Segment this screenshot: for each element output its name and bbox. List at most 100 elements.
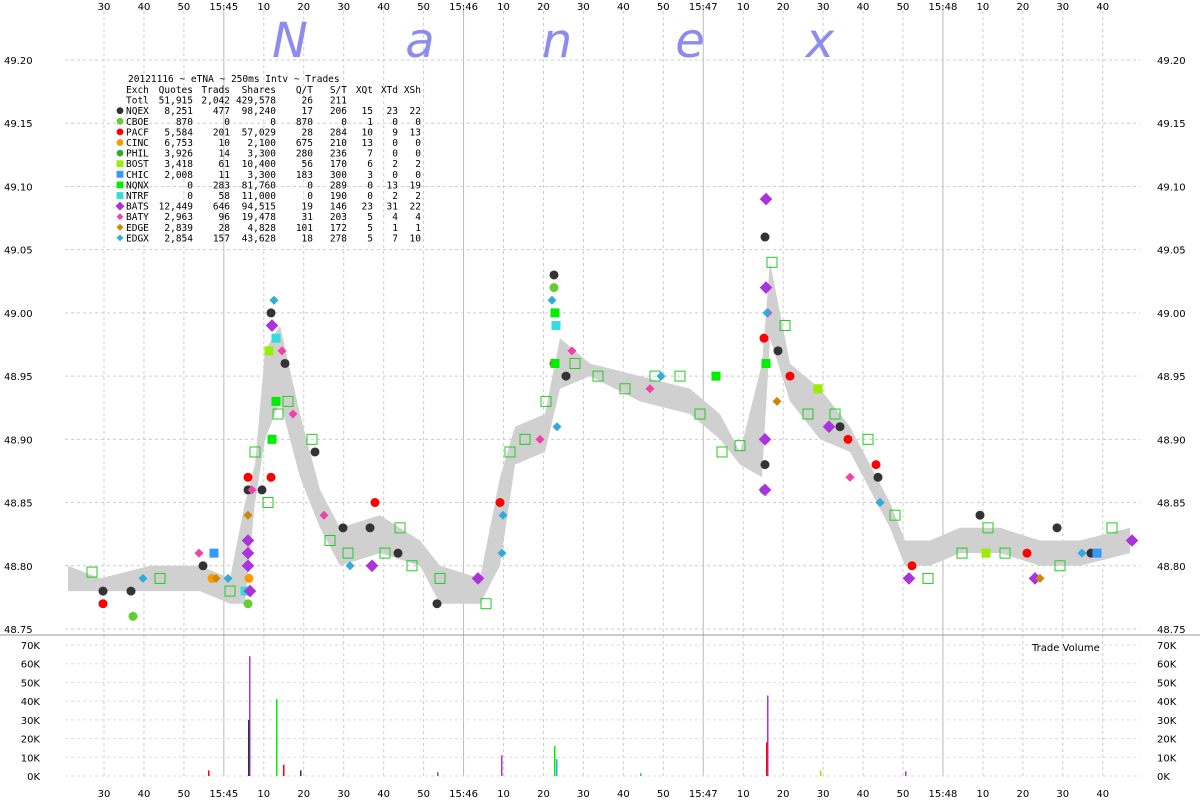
trade-point-pacf <box>907 561 917 571</box>
trade-point-nqex <box>393 548 403 558</box>
table-cell: 15 <box>362 106 373 117</box>
trade-point-nqex <box>873 472 883 482</box>
x-tick-label-top: 30 <box>577 2 590 13</box>
trade-point-baty <box>845 472 855 482</box>
trade-point-bats <box>822 420 836 433</box>
table-cell: NQEX <box>126 106 149 117</box>
table-cell: 6,753 <box>164 138 193 149</box>
x-tick-label-bottom: 40 <box>138 789 151 800</box>
trade-point-nqex <box>365 523 375 533</box>
trade-point-nqex <box>975 510 985 520</box>
table-cell: 0 <box>415 117 421 128</box>
y-tick-label-left: 49.15 <box>4 119 33 130</box>
trade-point-edgx <box>1077 548 1087 558</box>
trade-point-nqex <box>126 586 136 596</box>
table-cell: 0 <box>415 170 421 181</box>
vol-tick-label-right: 30K <box>1157 716 1177 727</box>
y-tick-label-left: 48.90 <box>4 435 33 446</box>
volume-bars <box>208 656 907 776</box>
table-cell: 14 <box>219 149 231 160</box>
trade-point-baty <box>645 384 655 394</box>
trade-point-bats <box>1028 572 1042 585</box>
table-cell: 4 <box>392 212 398 223</box>
table-cell: NTRF <box>126 191 149 202</box>
vol-tick-label-right: 0K <box>1157 772 1170 783</box>
x-tick-label-bottom: 15:46 <box>449 789 478 800</box>
table-cell: 146 <box>330 202 347 213</box>
table-cell: 19 <box>302 202 314 213</box>
table-header-cell: Exch <box>126 85 149 96</box>
table-cell: 0 <box>307 191 313 202</box>
trade-point-bats <box>365 559 379 573</box>
x-tick-label-top: 10 <box>737 2 750 13</box>
volume-bar <box>208 770 210 776</box>
y-tick-label-right: 48.80 <box>1157 562 1186 573</box>
trade-point-baty <box>535 434 545 444</box>
trade-point-nqex <box>98 586 108 596</box>
quote-marker <box>480 598 492 610</box>
trade-point-edgx <box>269 295 279 305</box>
x-tick-label-bottom: 15:48 <box>929 789 958 800</box>
table-header-cell: Quotes <box>159 85 193 96</box>
table-cell: 870 <box>296 117 313 128</box>
table-cell: 289 <box>330 180 347 191</box>
legend-marker <box>116 139 124 146</box>
table-cell: 4,828 <box>247 223 276 234</box>
quote-marker <box>862 433 874 445</box>
quote-marker <box>889 509 901 521</box>
quote-bands <box>68 262 1130 604</box>
x-tick-label-top: 50 <box>897 2 910 13</box>
legend-marker <box>116 192 124 199</box>
trade-point-nqex <box>760 460 770 470</box>
trade-point-ntrf <box>271 333 281 343</box>
y-tick-label-right: 48.85 <box>1157 499 1186 510</box>
table-cell: 0 <box>392 138 398 149</box>
watermark-letter: n <box>542 13 572 69</box>
trade-point-nqex <box>266 308 276 318</box>
table-cell: 236 <box>330 149 347 160</box>
table-cell: 22 <box>410 202 421 213</box>
vol-tick-label-left: 50K <box>21 678 41 689</box>
volume-bar <box>820 770 822 776</box>
quote-marker <box>540 395 552 407</box>
table-cell: 2,008 <box>164 170 193 181</box>
trade-point-nqex <box>773 346 783 356</box>
trade-point-ntrf <box>551 321 561 331</box>
table-cell: 58 <box>219 191 231 202</box>
x-tick-label-bottom: 20 <box>537 789 550 800</box>
x-tick-label-bottom: 15:47 <box>689 789 718 800</box>
table-title: 20121116 ~ eTNA ~ 250ms Intv ~ Trades <box>128 74 340 85</box>
trade-point-bats <box>265 319 279 332</box>
trade-point-chic <box>1092 548 1102 558</box>
trade-point-edge <box>1035 573 1045 583</box>
table-cell: 94,515 <box>242 202 276 213</box>
trade-point-pacf <box>98 599 108 609</box>
table-cell: 2 <box>392 191 398 202</box>
x-tick-label-top: 30 <box>817 2 830 13</box>
y-tick-label-left: 48.95 <box>4 372 33 383</box>
trade-point-baty <box>319 510 329 520</box>
quote-marker <box>379 547 391 559</box>
table-cell: 0 <box>307 180 313 191</box>
table-header-cell: Q/T <box>296 85 313 96</box>
table-cell: 10 <box>410 233 422 244</box>
volume-label: Trade Volume <box>1031 643 1100 654</box>
trade-point-bats <box>243 584 257 598</box>
table-cell: 101 <box>296 223 313 234</box>
quote-marker <box>829 408 841 420</box>
trade-point-bats <box>471 572 485 585</box>
watermark-letter: a <box>405 13 434 69</box>
x-tick-label-bottom: 10 <box>737 789 750 800</box>
x-tick-label-bottom: 30 <box>337 789 350 800</box>
y-tick-label-right: 49.20 <box>1157 56 1186 67</box>
trade-point-edgx <box>498 510 508 520</box>
grid-lines <box>0 5 1200 777</box>
table-header-cell: S/T <box>330 85 347 96</box>
x-tick-label-top: 40 <box>377 2 390 13</box>
trade-point-bats <box>758 433 772 446</box>
y-tick-label-left: 49.00 <box>4 309 33 320</box>
table-cell: 870 <box>176 117 193 128</box>
table-cell: 11,000 <box>242 191 277 202</box>
vol-tick-label-right: 70K <box>1157 641 1177 652</box>
